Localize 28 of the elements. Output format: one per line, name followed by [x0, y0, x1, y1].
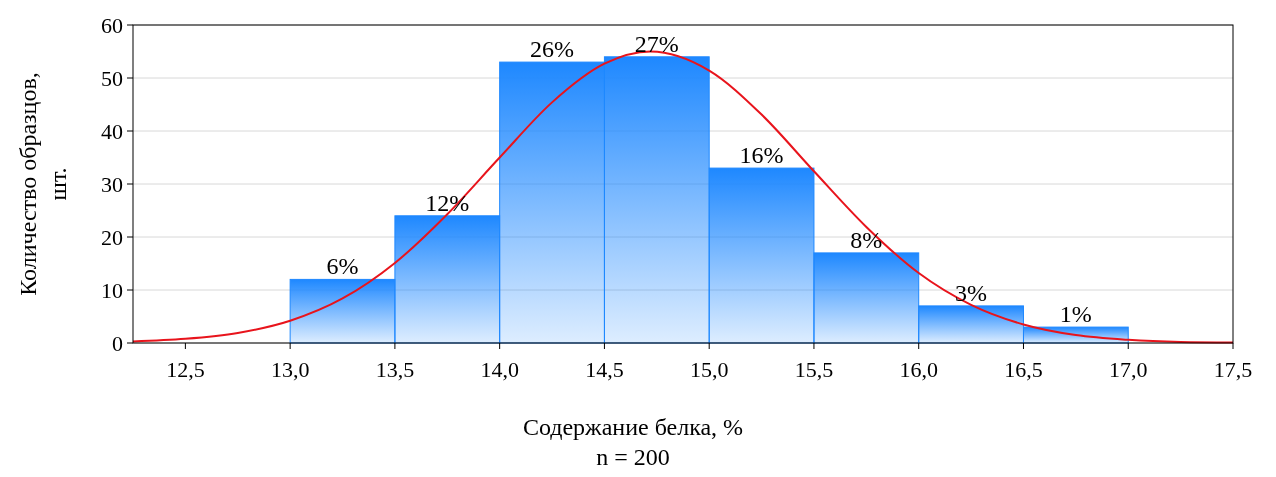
annotation: 6% — [326, 253, 359, 280]
x-tick-label: 14,0 — [480, 357, 519, 382]
x-tick-label: 16,5 — [1004, 357, 1043, 382]
y-tick-label: 10 — [101, 277, 123, 303]
x-tick-label: 15,0 — [689, 357, 729, 382]
y-tick-label: 60 — [101, 12, 123, 38]
y-tick-label: 30 — [101, 171, 123, 197]
y-tick-label: 50 — [101, 65, 123, 91]
x-axis-title: Содержание белка, % — [522, 414, 744, 440]
y-tick-label: 20 — [101, 224, 123, 250]
annotation: 27% — [634, 30, 679, 57]
x-tick-label: 17,5 — [1213, 357, 1253, 382]
y-tick-label: 0 — [112, 330, 123, 356]
annotation: 3% — [955, 279, 988, 306]
x-tick-label: 12,5 — [166, 357, 205, 382]
text: n = 200 — [596, 444, 670, 470]
annotation: 8% — [850, 226, 883, 253]
x-tick-label: 13,5 — [375, 357, 415, 382]
y-axis-title: Количество образцов, шт. — [15, 72, 71, 296]
annotation: 1% — [1059, 301, 1092, 328]
x-tick-label: 16,0 — [899, 357, 938, 382]
x-tick-label: 13,0 — [270, 357, 310, 382]
x-tick-label: 15,5 — [794, 357, 834, 382]
x-tick-label: 17,0 — [1108, 357, 1148, 382]
y-tick-label: 40 — [101, 118, 123, 144]
annotation: 26% — [530, 36, 575, 63]
x-tick-label: 14,5 — [585, 357, 624, 382]
annotation: 16% — [739, 142, 784, 169]
